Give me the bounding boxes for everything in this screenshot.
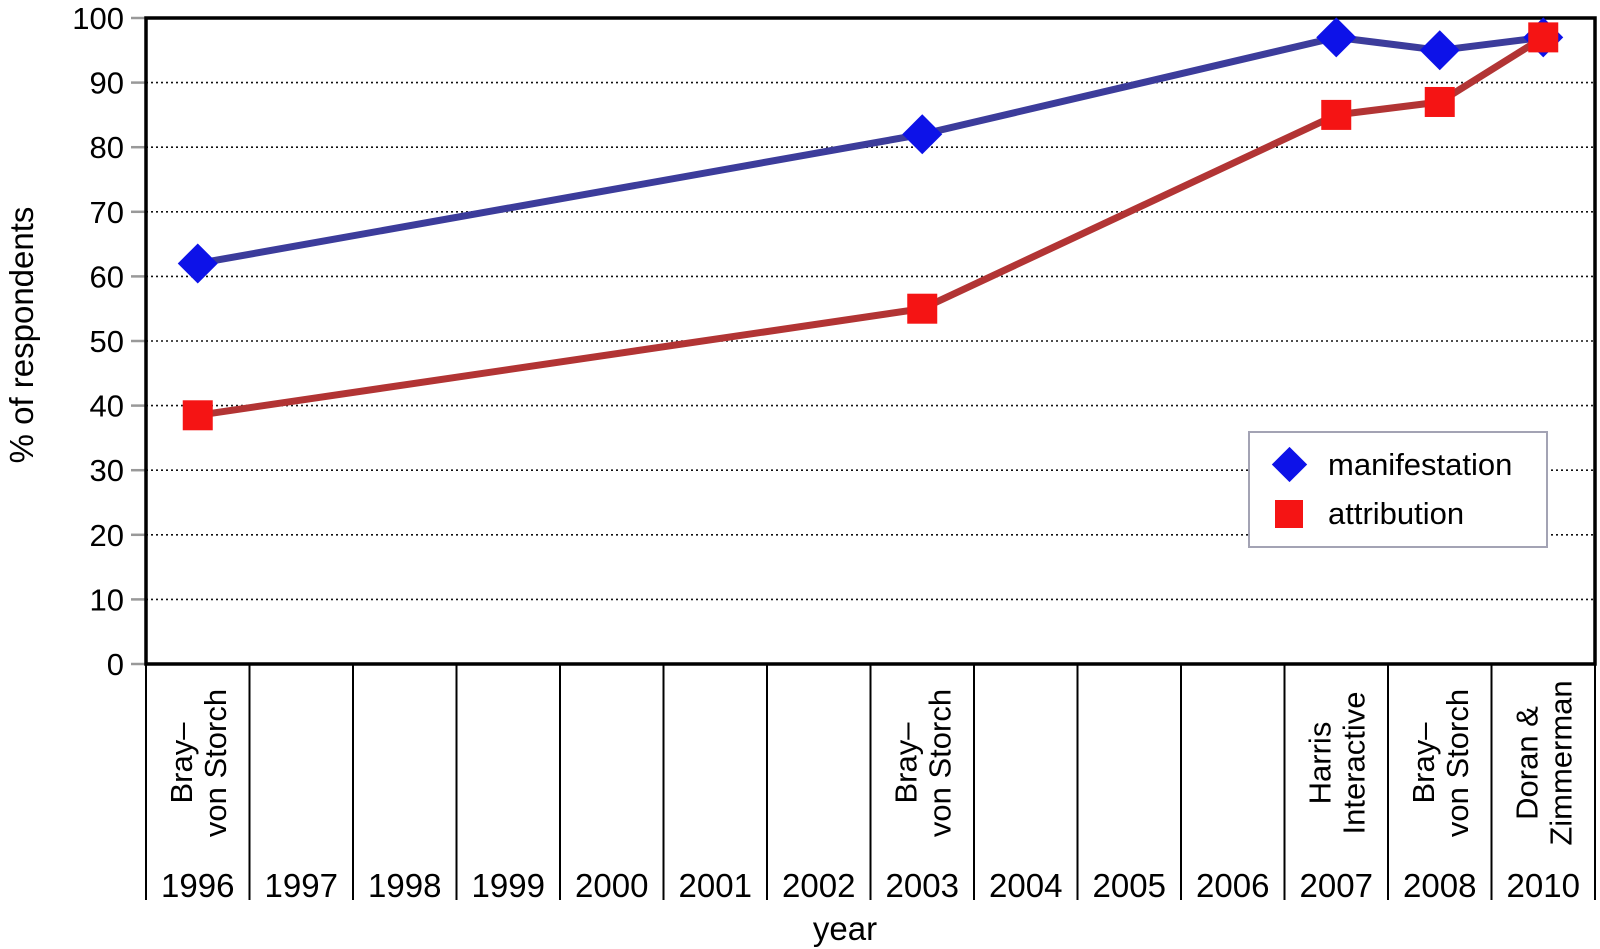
year-label: 2007 (1300, 867, 1373, 904)
legend-marker-cell (1250, 446, 1328, 483)
data-point-attribution-2003 (907, 293, 938, 324)
data-point-manifestation-2008 (1419, 30, 1460, 71)
y-tick-label: 20 (90, 518, 124, 553)
year-label: 2003 (886, 867, 959, 904)
year-label: 2010 (1507, 867, 1580, 904)
year-label: 2001 (679, 867, 752, 904)
data-point-attribution-2008 (1424, 86, 1455, 117)
y-tick-label: 0 (107, 647, 124, 682)
year-label: 1997 (265, 867, 338, 904)
x-axis-title: year (812, 910, 878, 947)
legend: manifestation attribution (1248, 431, 1548, 548)
data-point-attribution-2007 (1321, 99, 1352, 130)
year-label: 2005 (1093, 867, 1166, 904)
source-label: HarrisInteractive (1302, 691, 1371, 834)
source-label: Bray–von Storch (1406, 689, 1475, 837)
legend-label-manifestation: manifestation (1328, 446, 1513, 482)
attribution-square-icon (1275, 500, 1303, 529)
y-tick-label: 80 (90, 130, 124, 165)
year-label: 1998 (368, 867, 441, 904)
source-label: Bray–von Storch (888, 689, 957, 837)
year-label: 2000 (575, 867, 648, 904)
data-point-attribution-1996 (182, 400, 213, 431)
y-tick-label: 100 (72, 1, 124, 36)
y-tick-label: 70 (90, 195, 124, 230)
year-label: 1999 (472, 867, 545, 904)
y-tick-label: 40 (90, 389, 124, 424)
source-label: Bray–von Storch (164, 689, 233, 837)
plot-border (144, 16, 1597, 666)
year-label: 2006 (1196, 867, 1269, 904)
manifestation-diamond-icon (1271, 446, 1307, 483)
year-label: 2004 (989, 867, 1062, 904)
year-label: 2008 (1403, 867, 1476, 904)
legend-marker-cell (1250, 500, 1328, 529)
legend-row-manifestation: manifestation (1250, 447, 1546, 483)
y-tick-label: 10 (90, 582, 124, 617)
year-label: 1996 (161, 867, 234, 904)
legend-row-attribution: attribution (1250, 496, 1546, 532)
source-label: Doran &Zimmerman (1509, 680, 1578, 845)
y-tick-label: 60 (90, 259, 124, 294)
year-label: 2002 (782, 867, 855, 904)
data-point-manifestation-2007 (1316, 17, 1357, 58)
y-tick-label: 50 (90, 324, 124, 359)
data-point-manifestation-1996 (177, 243, 218, 284)
series-line-manifestation (194, 33, 1547, 267)
legend-label-attribution: attribution (1328, 496, 1465, 532)
data-point-manifestation-2003 (902, 114, 943, 155)
y-tick-label: 30 (90, 453, 124, 488)
y-tick-label: 90 (90, 66, 124, 101)
y-axis-title: % of respondents (3, 206, 40, 464)
data-point-attribution-2010 (1528, 22, 1559, 53)
